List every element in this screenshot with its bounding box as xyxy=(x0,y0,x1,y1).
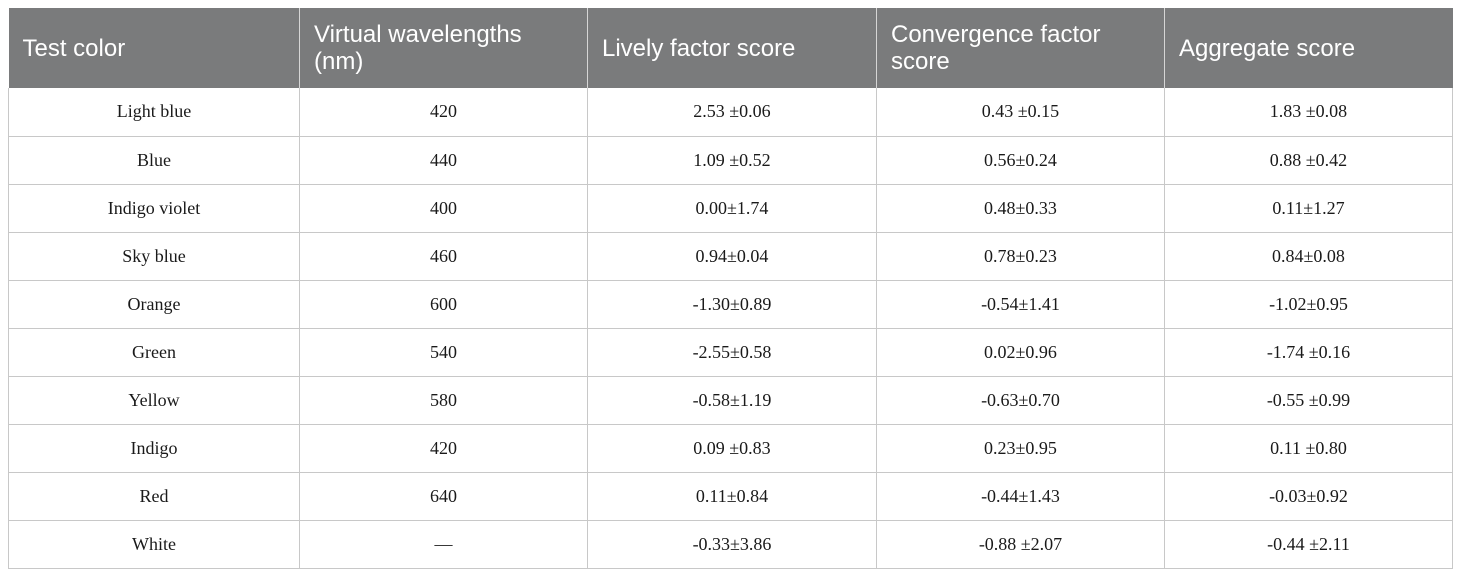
cell-convergence-score: 0.23±0.95 xyxy=(876,423,1165,473)
cell-aggregate-score: 1.83 ±0.08 xyxy=(1164,88,1453,137)
cell-lively-score: 0.11±0.84 xyxy=(587,471,877,521)
cell-convergence-score: -0.88 ±2.07 xyxy=(876,519,1165,569)
cell-wavelength: 640 xyxy=(299,471,588,521)
cell-aggregate-score: -1.02±0.95 xyxy=(1164,279,1453,329)
cell-test-color: Orange xyxy=(8,279,300,329)
cell-convergence-score: -0.63±0.70 xyxy=(876,375,1165,425)
header-lively-factor-score: Lively factor score xyxy=(587,8,877,88)
cell-aggregate-score: 0.84±0.08 xyxy=(1164,231,1453,281)
cell-wavelength: 400 xyxy=(299,183,588,233)
cell-lively-score: -0.33±3.86 xyxy=(587,519,877,569)
cell-convergence-score: -0.54±1.41 xyxy=(876,279,1165,329)
cell-test-color: Green xyxy=(8,327,300,377)
cell-lively-score: -0.58±1.19 xyxy=(587,375,877,425)
cell-test-color: White xyxy=(8,519,300,569)
cell-lively-score: -1.30±0.89 xyxy=(587,279,877,329)
table-row: Green 540 -2.55±0.58 0.02±0.96 -1.74 ±0.… xyxy=(8,327,1453,377)
results-table: Test color Virtual wavelengths (nm) Live… xyxy=(8,8,1453,569)
cell-wavelength: 600 xyxy=(299,279,588,329)
cell-lively-score: -2.55±0.58 xyxy=(587,327,877,377)
cell-lively-score: 0.09 ±0.83 xyxy=(587,423,877,473)
table-body: Light blue 420 2.53 ±0.06 0.43 ±0.15 1.8… xyxy=(8,88,1453,569)
table-row: Indigo 420 0.09 ±0.83 0.23±0.95 0.11 ±0.… xyxy=(8,423,1453,473)
cell-convergence-score: 0.56±0.24 xyxy=(876,135,1165,185)
table-row: Sky blue 460 0.94±0.04 0.78±0.23 0.84±0.… xyxy=(8,231,1453,281)
table-row: Orange 600 -1.30±0.89 -0.54±1.41 -1.02±0… xyxy=(8,279,1453,329)
header-virtual-wavelengths: Virtual wavelengths (nm) xyxy=(299,8,588,88)
cell-convergence-score: 0.48±0.33 xyxy=(876,183,1165,233)
cell-aggregate-score: 0.11 ±0.80 xyxy=(1164,423,1453,473)
cell-wavelength: — xyxy=(299,519,588,569)
results-table-container: Test color Virtual wavelengths (nm) Live… xyxy=(8,8,1453,569)
table-row: Red 640 0.11±0.84 -0.44±1.43 -0.03±0.92 xyxy=(8,471,1453,521)
cell-convergence-score: -0.44±1.43 xyxy=(876,471,1165,521)
cell-test-color: Light blue xyxy=(8,88,300,137)
cell-lively-score: 0.00±1.74 xyxy=(587,183,877,233)
cell-wavelength: 420 xyxy=(299,88,588,137)
cell-wavelength: 440 xyxy=(299,135,588,185)
cell-wavelength: 460 xyxy=(299,231,588,281)
cell-aggregate-score: 0.11±1.27 xyxy=(1164,183,1453,233)
table-row: White — -0.33±3.86 -0.88 ±2.07 -0.44 ±2.… xyxy=(8,519,1453,569)
table-row: Light blue 420 2.53 ±0.06 0.43 ±0.15 1.8… xyxy=(8,88,1453,137)
cell-test-color: Sky blue xyxy=(8,231,300,281)
cell-test-color: Indigo violet xyxy=(8,183,300,233)
header-aggregate-score: Aggregate score xyxy=(1164,8,1453,88)
cell-lively-score: 2.53 ±0.06 xyxy=(587,88,877,137)
cell-aggregate-score: 0.88 ±0.42 xyxy=(1164,135,1453,185)
cell-aggregate-score: -0.44 ±2.11 xyxy=(1164,519,1453,569)
table-row: Blue 440 1.09 ±0.52 0.56±0.24 0.88 ±0.42 xyxy=(8,135,1453,185)
cell-lively-score: 0.94±0.04 xyxy=(587,231,877,281)
cell-test-color: Yellow xyxy=(8,375,300,425)
cell-convergence-score: 0.78±0.23 xyxy=(876,231,1165,281)
cell-wavelength: 580 xyxy=(299,375,588,425)
cell-aggregate-score: -0.55 ±0.99 xyxy=(1164,375,1453,425)
cell-test-color: Red xyxy=(8,471,300,521)
cell-convergence-score: 0.43 ±0.15 xyxy=(876,88,1165,137)
cell-wavelength: 540 xyxy=(299,327,588,377)
table-row: Indigo violet 400 0.00±1.74 0.48±0.33 0.… xyxy=(8,183,1453,233)
cell-test-color: Blue xyxy=(8,135,300,185)
cell-convergence-score: 0.02±0.96 xyxy=(876,327,1165,377)
table-row: Yellow 580 -0.58±1.19 -0.63±0.70 -0.55 ±… xyxy=(8,375,1453,425)
header-convergence-factor-score: Convergence factor score xyxy=(876,8,1165,88)
cell-wavelength: 420 xyxy=(299,423,588,473)
cell-test-color: Indigo xyxy=(8,423,300,473)
table-header: Test color Virtual wavelengths (nm) Live… xyxy=(8,8,1453,88)
cell-aggregate-score: -0.03±0.92 xyxy=(1164,471,1453,521)
cell-aggregate-score: -1.74 ±0.16 xyxy=(1164,327,1453,377)
header-test-color: Test color xyxy=(8,8,300,88)
header-row: Test color Virtual wavelengths (nm) Live… xyxy=(8,8,1453,88)
cell-lively-score: 1.09 ±0.52 xyxy=(587,135,877,185)
